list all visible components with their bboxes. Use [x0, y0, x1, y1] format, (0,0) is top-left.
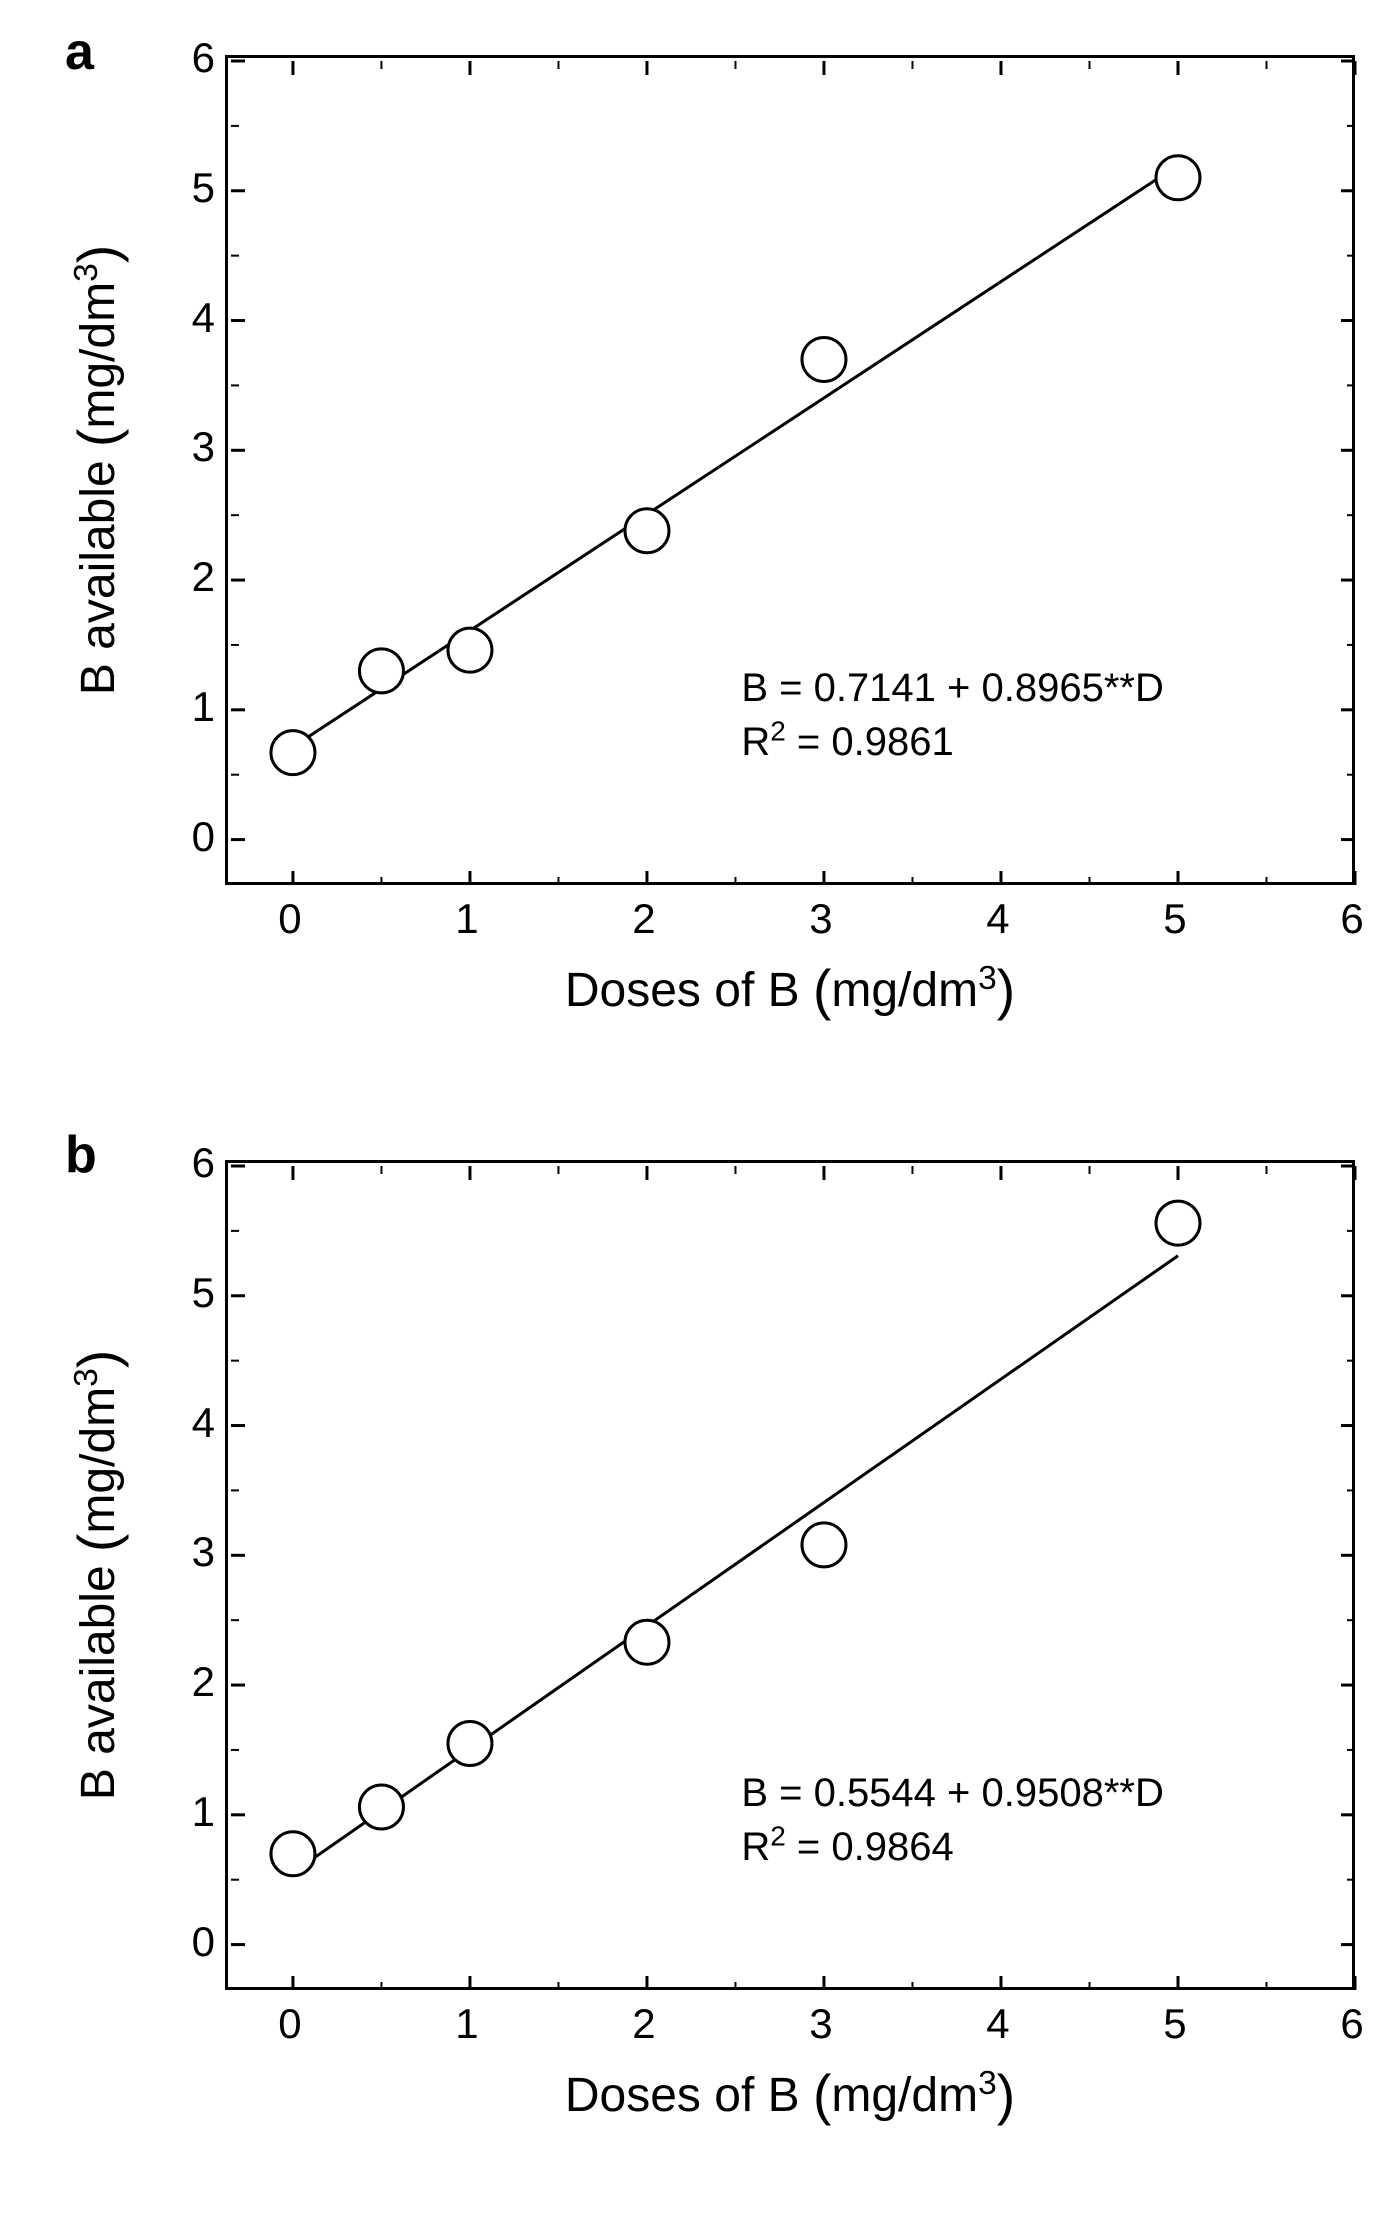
x-tick-label: 4: [986, 2000, 1009, 2048]
x-tick-label: 3: [809, 895, 832, 943]
data-point: [802, 337, 846, 381]
data-point: [625, 509, 669, 553]
y-tick-label: 1: [175, 683, 215, 731]
data-point: [1156, 156, 1200, 200]
data-point: [359, 649, 403, 693]
x-tick-label: 2: [632, 895, 655, 943]
y-tick-label: 5: [175, 1269, 215, 1317]
x-tick-label: 4: [986, 895, 1009, 943]
y-tick-label: 2: [175, 1658, 215, 1706]
panel-label-a: a: [65, 22, 94, 82]
data-point: [359, 1785, 403, 1829]
x-tick-label: 5: [1163, 2000, 1186, 2048]
y-tick-label: 0: [175, 1918, 215, 1966]
y-tick-label: 0: [175, 813, 215, 861]
data-point: [448, 1721, 492, 1765]
y-tick-label: 5: [175, 164, 215, 212]
x-tick-label: 1: [455, 895, 478, 943]
x-tick-label: 3: [809, 2000, 832, 2048]
x-tick-label: 1: [455, 2000, 478, 2048]
data-point: [448, 628, 492, 672]
data-point: [271, 1832, 315, 1876]
y-tick-label: 4: [175, 1399, 215, 1447]
x-tick-label: 2: [632, 2000, 655, 2048]
y-tick-label: 6: [175, 34, 215, 82]
regression-annotation: B = 0.7141 + 0.8965**DR2 = 0.9861: [741, 661, 1164, 769]
regression-annotation: B = 0.5544 + 0.9508**DR2 = 0.9864: [741, 1766, 1164, 1874]
y-tick-label: 2: [175, 553, 215, 601]
x-tick-label: 6: [1340, 2000, 1363, 2048]
y-tick-label: 3: [175, 423, 215, 471]
x-tick-label: 0: [278, 895, 301, 943]
y-axis-label: B available (mg/dm3): [63, 245, 127, 695]
y-tick-label: 6: [175, 1139, 215, 1187]
y-axis-label: B available (mg/dm3): [63, 1350, 127, 1800]
x-tick-label: 0: [278, 2000, 301, 2048]
y-tick-label: 3: [175, 1528, 215, 1576]
data-point: [271, 731, 315, 775]
panel-label-b: b: [65, 1125, 97, 1185]
x-tick-label: 5: [1163, 895, 1186, 943]
x-tick-label: 6: [1340, 895, 1363, 943]
data-point: [1156, 1201, 1200, 1245]
data-point: [802, 1523, 846, 1567]
x-axis-label: Doses of B (mg/dm3): [565, 2060, 1015, 2124]
figure-container: a 0 1 2 3 4 5 6 0 1 2 3 4 5 6 Doses of B (mg/dm3) B avai…: [0, 0, 1400, 2238]
x-axis-label: Doses of B (mg/dm3): [565, 955, 1015, 1019]
data-point: [625, 1620, 669, 1664]
y-tick-label: 1: [175, 1788, 215, 1836]
fit-line: [293, 165, 1178, 747]
y-tick-label: 4: [175, 294, 215, 342]
